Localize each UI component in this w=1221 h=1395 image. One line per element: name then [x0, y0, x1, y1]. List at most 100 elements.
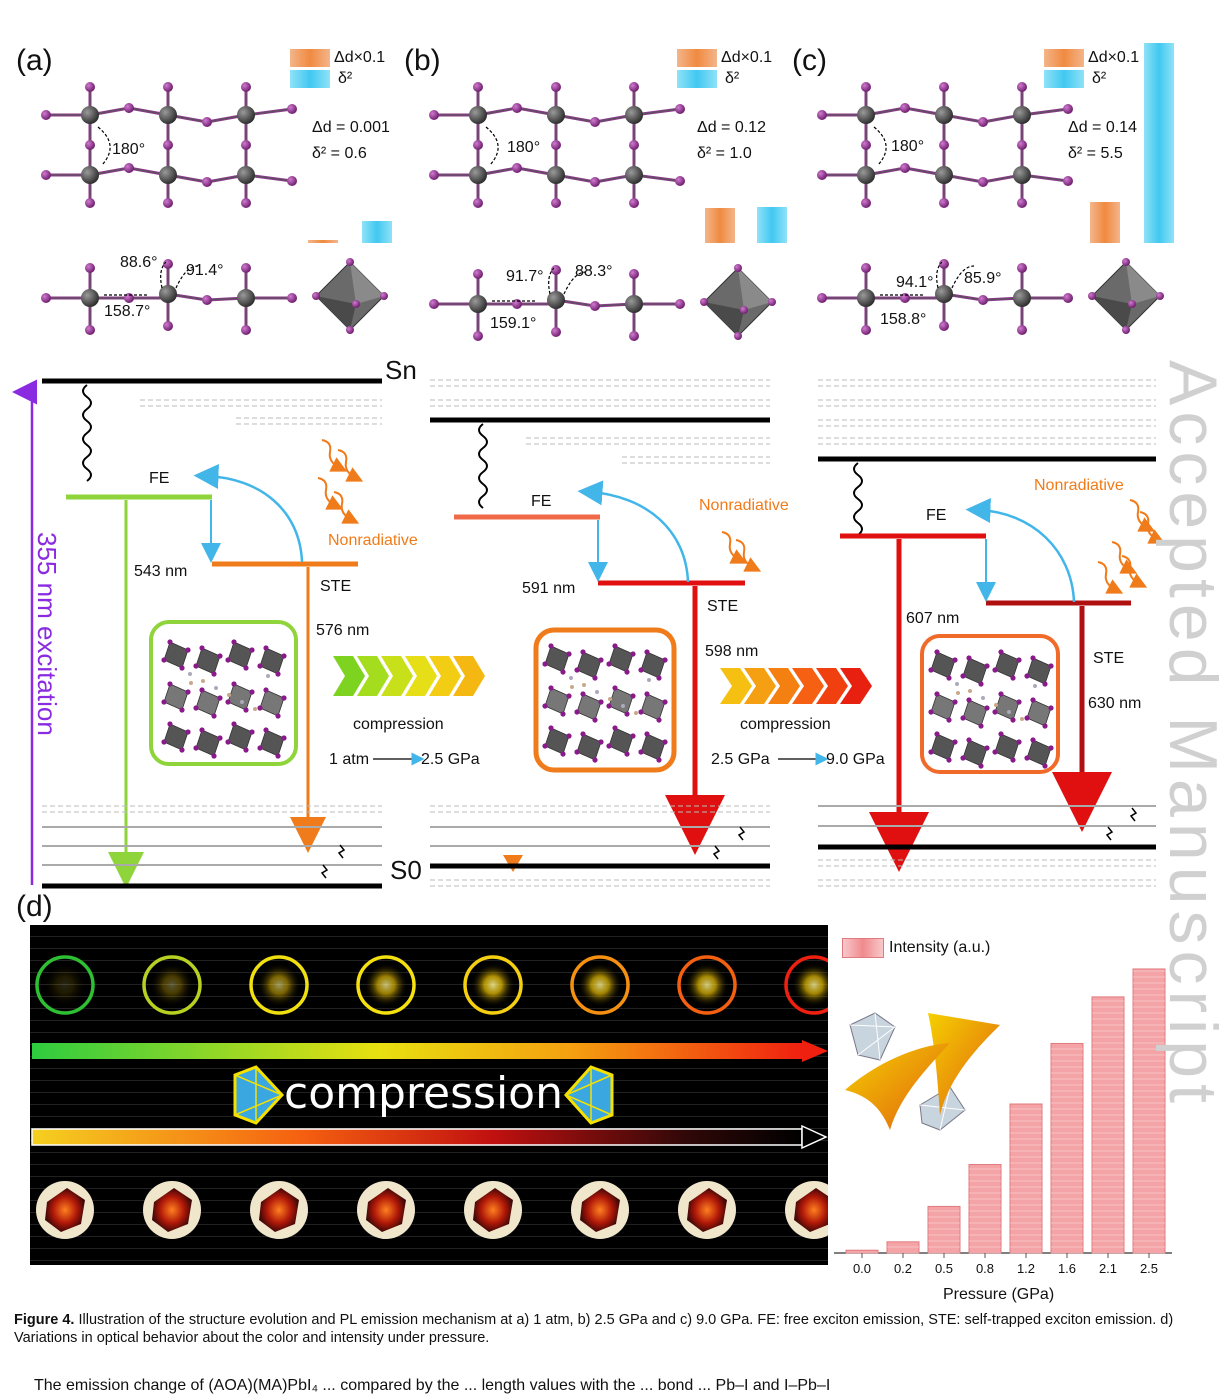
x-tick-label: 0.5: [935, 1261, 953, 1276]
ste-label-b: STE: [707, 598, 739, 615]
intensity-bar: [1009, 1103, 1043, 1254]
delta-sq-bar-c: [1144, 43, 1174, 243]
pl-photo-row: [35, 955, 828, 1015]
delta-sq-bar-b: [757, 206, 787, 243]
legend-s-label: δ²: [1092, 70, 1107, 87]
intensity-bar: [927, 1205, 961, 1254]
sn-label: Sn: [385, 355, 417, 386]
panel-a-angle-180: 180°: [112, 141, 146, 158]
x-tick-label: 2.5: [1140, 1261, 1158, 1276]
legend-d-label: Δd×0.1: [334, 49, 386, 66]
fe-label-a: FE: [149, 470, 170, 487]
compression-label-bc: compression: [740, 716, 831, 733]
crystal-photo-row: [36, 1181, 828, 1239]
energy-levels-b: [430, 379, 770, 887]
x-tick-label: 0.0: [853, 1261, 871, 1276]
intensity-bar: [1091, 996, 1125, 1254]
caption-text: Illustration of the structure evolution …: [14, 1312, 1174, 1346]
chart-x-axis-label: Pressure (GPa): [943, 1286, 1055, 1303]
fe-wavelength-c: 607 nm: [906, 610, 960, 627]
panel-b-delta-sq: δ² = 1.0: [697, 145, 752, 162]
fe-wavelength-a: 543 nm: [134, 563, 188, 580]
delta-d-bar-a: [308, 240, 338, 243]
ste-wavelength-c: 630 nm: [1088, 695, 1142, 712]
legend-d-swatch: [1044, 49, 1084, 67]
darkening-gradient-bar: [31, 1128, 803, 1146]
structure-panel-a: [41, 82, 388, 335]
crystal-structures: [41, 82, 1164, 341]
panel-c-angle-2: 85.9°: [964, 270, 1002, 287]
x-tick-label: 2.1: [1099, 1261, 1117, 1276]
legend-s-swatch: [1044, 70, 1084, 88]
legend-s-label: δ²: [725, 70, 740, 87]
body-text: The emission change of (AOA)(MA)PbI₄ ...…: [34, 1377, 831, 1394]
s0-label: S0: [390, 855, 422, 886]
compression-arrow-bc: [720, 668, 872, 704]
panel-b-angle-2: 88.3°: [575, 263, 613, 280]
intensity-bar: [1050, 1042, 1084, 1254]
x-tick-label: 1.6: [1058, 1261, 1076, 1276]
intensity-bar: [968, 1164, 1002, 1254]
sn-text: Sn: [385, 355, 417, 385]
diamond-right-icon: [563, 1065, 614, 1125]
chart-legend: Intensity (a.u.): [842, 938, 990, 958]
legend-s-swatch: [677, 70, 717, 88]
panel-a-delta-sq: δ² = 0.6: [312, 145, 367, 162]
energy-levels-a: [42, 378, 382, 889]
s0-text: S0: [390, 855, 422, 885]
structure-panel-b: [429, 82, 776, 341]
panel-a-angle-2: 91.4°: [186, 262, 224, 279]
lattice-inset-a: [149, 620, 298, 766]
legend-b: Δd×0.1 δ²: [677, 48, 772, 90]
chart-legend-label: Intensity (a.u.): [889, 939, 991, 956]
panel-c-angle-3: 158.8°: [880, 311, 927, 328]
structure-panel-c: [817, 82, 1164, 335]
chart-decoration: [845, 1012, 1000, 1131]
compression-label-ab: compression: [353, 716, 444, 733]
nonrad-label-c: Nonradiative: [1034, 477, 1124, 494]
panel-a-label: (a): [16, 44, 53, 77]
delta-d-bar-c: [1090, 202, 1120, 243]
panel-b-angle-180: 180°: [507, 139, 541, 156]
panel-b-angle-1: 91.7°: [506, 268, 544, 285]
x-tick-label: 1.2: [1017, 1261, 1035, 1276]
pressure-from-ab: 1 atm: [329, 751, 370, 768]
lattice-inset-b: [533, 627, 677, 773]
panel-c-delta-d: Δd = 0.14: [1068, 119, 1137, 136]
energy-diagram: [12, 378, 1166, 889]
panel-c-delta-sq: δ² = 5.5: [1068, 145, 1123, 162]
panel-a-angle-1: 88.6°: [120, 254, 158, 271]
diamond-left-icon: [233, 1065, 285, 1125]
pressure-photo-strip: compression: [30, 925, 828, 1265]
delta-d-bar-b: [705, 208, 735, 243]
figure-caption: Figure 4. Illustration of the structure …: [14, 1311, 1194, 1347]
legend-d-label: Δd×0.1: [721, 49, 773, 66]
energy-levels-c: [818, 379, 1166, 887]
watermark: Accepted Manuscript: [1155, 360, 1221, 1109]
caption-label: Figure 4.: [14, 1312, 75, 1328]
excitation-label: 355 nm excitation: [32, 532, 62, 736]
legend-swatch: [842, 938, 884, 958]
panel-b-delta-d: Δd = 0.12: [697, 119, 766, 136]
pressure-to-ab: 2.5 GPa: [421, 751, 480, 768]
ste-wavelength-a: 576 nm: [316, 622, 370, 639]
panel-a-angle-3: 158.7°: [104, 303, 151, 320]
legend-d-swatch: [677, 49, 717, 67]
anvil-icon: [845, 1043, 950, 1130]
nonrad-label-b: Nonradiative: [699, 497, 789, 514]
legend-c: Δd×0.1 δ²: [1044, 48, 1139, 90]
pressure-to-bc: 9.0 GPa: [826, 751, 885, 768]
panel-d-label: (d): [16, 890, 53, 923]
compression-title: compression: [284, 1068, 563, 1119]
fe-label-c: FE: [926, 507, 947, 524]
ste-label-c: STE: [1093, 650, 1125, 667]
color-gradient-bar: [32, 1043, 802, 1059]
legend-s-swatch: [290, 70, 330, 88]
anvil-icon: [928, 1013, 1000, 1115]
panel-c-angle-180: 180°: [891, 138, 925, 155]
intensity-bar-chart: 0.0 0.2 0.5 0.8 1.2 1.6 2.1 2.5: [834, 968, 1172, 1276]
fe-wavelength-b: 591 nm: [522, 580, 576, 597]
panel-b-label: (b): [404, 44, 441, 77]
pressure-from-bc: 2.5 GPa: [711, 751, 770, 768]
ste-wavelength-b: 598 nm: [705, 643, 759, 660]
